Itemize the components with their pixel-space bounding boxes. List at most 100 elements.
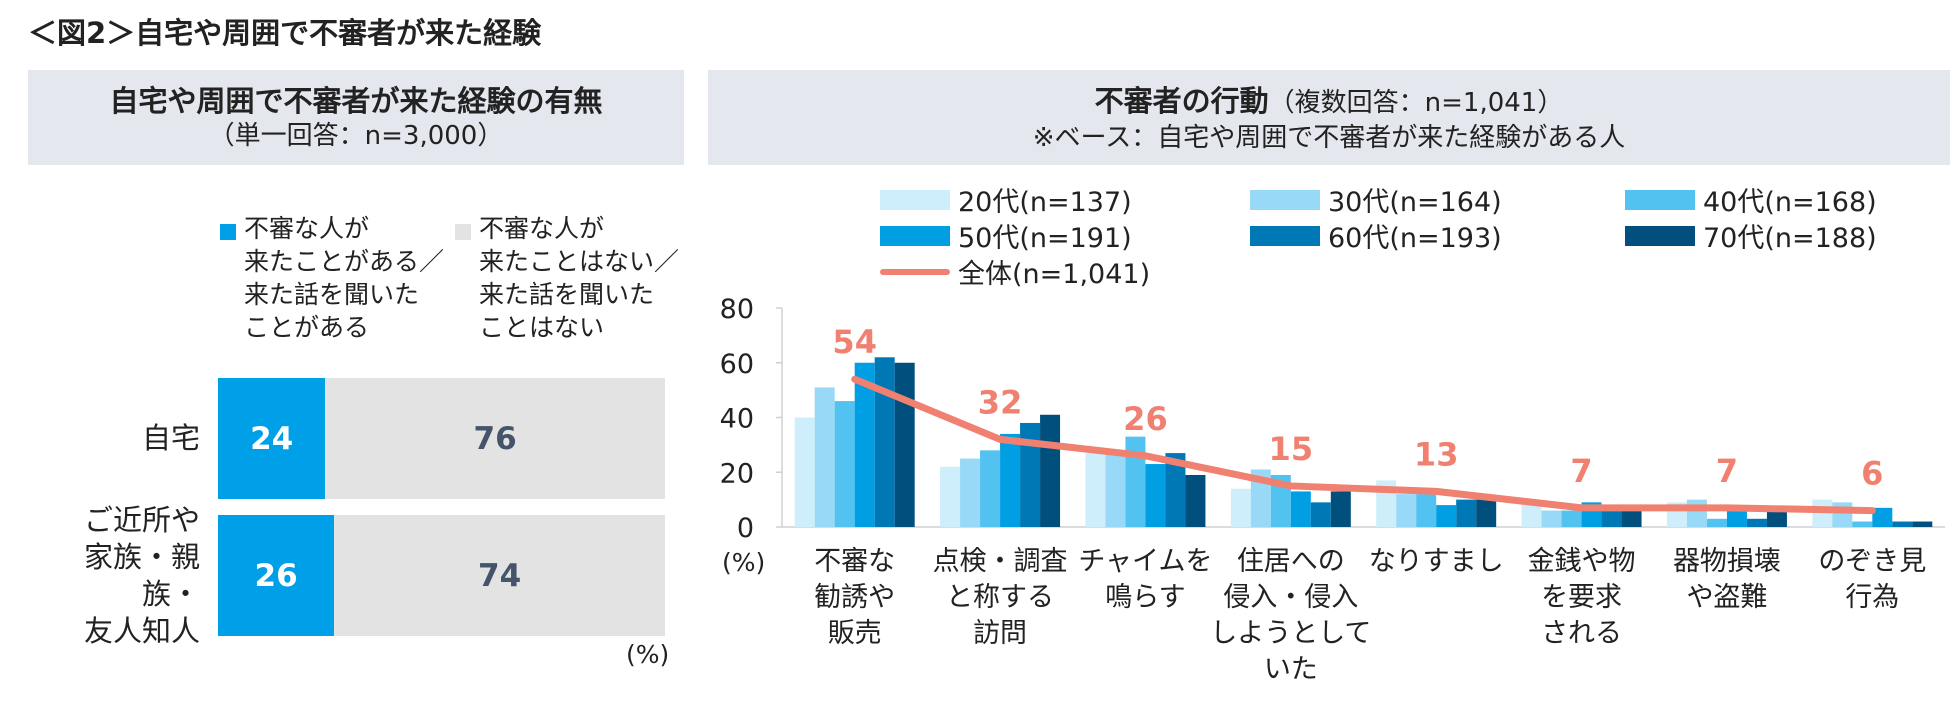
x-category-label: 住居への xyxy=(1237,546,1345,577)
legend-yes-line: 不審な人が xyxy=(244,214,370,243)
row-label-line: 友人知人 xyxy=(83,614,200,648)
left-panel-header: 自宅や周囲で不審者が来た経験の有無 （単一回答：n=3,000） xyxy=(28,70,684,165)
y-tick-label: 40 xyxy=(720,404,754,435)
legend-label: 全体(n=1,041) xyxy=(958,259,1151,290)
x-category-label: 鳴らす xyxy=(1105,582,1185,613)
bar-30s xyxy=(1686,499,1707,527)
left-panel-heading: 自宅や周囲で不審者が来た経験の有無 xyxy=(109,84,603,118)
bar-20s xyxy=(794,417,815,527)
bar-70s xyxy=(1330,491,1351,527)
row-label-home: 自宅 xyxy=(28,420,200,457)
legend-30s: 30代(n=164) xyxy=(1250,180,1502,219)
x-category-label: 不審な xyxy=(814,546,895,577)
bar-70s xyxy=(1185,474,1206,527)
y-unit-label: (%) xyxy=(722,548,765,577)
right-panel-subheading: ※ベース：自宅や周囲で不審者が来た経験がある人 xyxy=(1032,123,1626,153)
row-label-neighbors: ご近所や 家族・親族・ 友人知人 xyxy=(28,502,200,650)
bar-30s xyxy=(1105,453,1126,527)
bar-40s xyxy=(980,450,1001,527)
bar-20s xyxy=(1085,453,1106,527)
bar-60s xyxy=(1165,453,1186,527)
right-panel-header: 不審者の行動（複数回答：n=1,041） ※ベース：自宅や周囲で不審者が来た経験… xyxy=(708,70,1950,165)
x-category-label: しようとして xyxy=(1210,618,1371,649)
bar-20s xyxy=(1521,505,1542,527)
total-data-label: 32 xyxy=(978,383,1023,421)
right-panel-heading-sub: （複数回答：n=1,041） xyxy=(1268,88,1564,118)
bar-60s xyxy=(874,357,895,527)
left-legend-no: 不審な人が 来たことはない／ 来た話を聞いた ことはない xyxy=(455,212,679,344)
bar-50s xyxy=(1581,502,1602,527)
bar-20s xyxy=(1812,499,1833,527)
y-tick-label: 20 xyxy=(720,458,754,489)
bar-70s xyxy=(894,362,915,527)
left-panel-subheading: （単一回答：n=3,000） xyxy=(208,121,504,151)
legend-label: 40代(n=168) xyxy=(1703,187,1877,218)
y-tick-label: 60 xyxy=(720,349,754,380)
bar-70s xyxy=(1766,510,1787,527)
legend-50s: 50代(n=191) xyxy=(880,216,1132,255)
legend-label: 70代(n=188) xyxy=(1703,223,1877,254)
bar-40s xyxy=(1852,521,1873,527)
bar-60s xyxy=(1310,502,1331,527)
figure-title: ＜図2＞自宅や周囲で不審者が来た経験 xyxy=(28,16,542,50)
x-category-label: 金銭や物 xyxy=(1528,546,1636,577)
bar-70s xyxy=(1040,414,1061,527)
legend-swatch-no xyxy=(455,224,471,240)
bar-50s xyxy=(1000,433,1021,527)
bar-segment-no: 76 xyxy=(325,378,665,499)
legend-60s: 60代(n=193) xyxy=(1250,216,1502,255)
bar-20s xyxy=(1666,502,1687,527)
bar-60s xyxy=(1601,507,1622,527)
bar-40s xyxy=(1270,474,1291,527)
bar-50s xyxy=(1726,505,1747,527)
legend-total: 全体(n=1,041) xyxy=(880,252,1150,291)
x-category-label: なりすまし xyxy=(1369,546,1504,577)
legend-70s: 70代(n=188) xyxy=(1625,216,1877,255)
legend-yes-line: ことがある xyxy=(244,313,370,342)
total-data-label: 13 xyxy=(1414,435,1459,473)
legend-20s: 20代(n=137) xyxy=(880,180,1132,219)
left-legend-yes: 不審な人が 来たことがある／ 来た話を聞いた ことがある xyxy=(220,212,444,344)
x-category-label: 点検・調査 xyxy=(933,546,1068,577)
legend-no-line: 不審な人が xyxy=(479,214,605,243)
legend-yes-line: 来た話を聞いた xyxy=(244,280,420,309)
bar-segment-no: 74 xyxy=(334,515,665,636)
bar-40s xyxy=(1561,510,1582,527)
x-category-label: や盗難 xyxy=(1686,582,1767,613)
bar-50s xyxy=(1290,491,1311,527)
bar-60s xyxy=(1746,518,1767,527)
bar-30s xyxy=(1832,502,1853,527)
bar-20s xyxy=(1376,480,1397,527)
bar-30s xyxy=(960,458,981,527)
left-unit-label: (%) xyxy=(626,640,670,669)
bar-segment-yes: 26 xyxy=(218,515,335,636)
bar-70s xyxy=(1621,507,1642,527)
bar-40s xyxy=(834,401,855,527)
bar-50s xyxy=(1145,464,1166,527)
row-label-line: 家族・親族・ xyxy=(83,540,200,611)
bar-60s xyxy=(1456,499,1477,527)
total-data-label: 7 xyxy=(1570,452,1592,490)
legend-label: 30代(n=164) xyxy=(1328,187,1502,218)
bar-50s xyxy=(854,362,875,527)
total-data-label: 54 xyxy=(832,323,877,361)
bar-20s xyxy=(1230,488,1251,527)
legend-label: 60代(n=193) xyxy=(1328,223,1502,254)
x-category-label: と称する xyxy=(946,582,1054,613)
bar-40s xyxy=(1416,494,1437,527)
x-category-label: 器物損壊 xyxy=(1673,546,1781,577)
bar-30s xyxy=(814,387,835,527)
total-data-label: 7 xyxy=(1716,452,1738,490)
right-panel-heading: 不審者の行動 xyxy=(1094,84,1269,118)
row-label-line: 自宅 xyxy=(141,421,200,455)
total-data-label: 26 xyxy=(1123,400,1168,438)
bar-50s xyxy=(1436,505,1457,527)
bar-70s xyxy=(1476,499,1497,527)
y-tick-label: 0 xyxy=(737,513,754,544)
legend-swatch-yes xyxy=(220,224,236,240)
row-label-line: ご近所や xyxy=(83,503,200,537)
bar-30s xyxy=(1396,494,1417,527)
legend-label: 50代(n=191) xyxy=(958,223,1132,254)
x-category-label: 訪問 xyxy=(973,618,1027,649)
y-tick-label: 80 xyxy=(720,294,754,325)
